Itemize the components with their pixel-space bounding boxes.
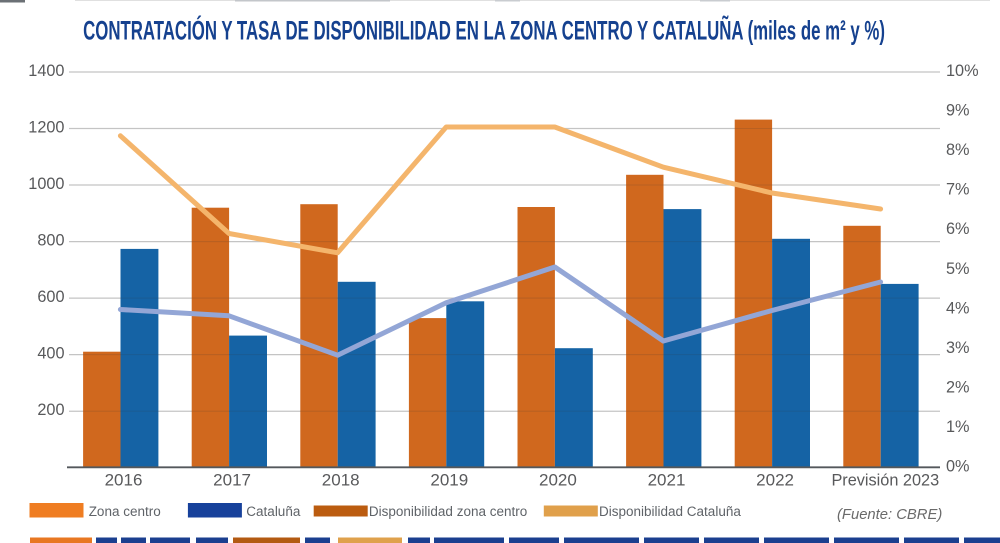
svg-text:Zona centro: Zona centro xyxy=(89,504,161,519)
svg-text:2017: 2017 xyxy=(213,471,251,490)
svg-text:1%: 1% xyxy=(946,418,970,436)
svg-text:7%: 7% xyxy=(946,181,970,199)
svg-text:200: 200 xyxy=(37,401,64,419)
svg-text:1400: 1400 xyxy=(28,62,64,80)
svg-text:2%: 2% xyxy=(946,378,970,396)
svg-text:(Fuente: CBRE): (Fuente: CBRE) xyxy=(837,507,942,523)
svg-text:1000: 1000 xyxy=(28,175,64,193)
svg-text:2018: 2018 xyxy=(322,471,360,490)
svg-text:6%: 6% xyxy=(946,220,970,238)
svg-text:3%: 3% xyxy=(946,339,970,357)
svg-text:400: 400 xyxy=(37,345,64,363)
svg-text:2020: 2020 xyxy=(539,471,577,490)
svg-text:2022: 2022 xyxy=(756,471,794,490)
svg-text:4%: 4% xyxy=(946,299,970,317)
svg-text:Disponibilidad zona centro: Disponibilidad zona centro xyxy=(369,504,527,519)
svg-text:2021: 2021 xyxy=(648,471,686,490)
svg-text:Cataluña: Cataluña xyxy=(246,504,301,519)
svg-text:5%: 5% xyxy=(946,260,970,278)
svg-text:CONTRATACIÓN Y TASA DE DISPONI: CONTRATACIÓN Y TASA DE DISPONIBILIDAD EN… xyxy=(83,15,885,45)
svg-text:10%: 10% xyxy=(946,62,979,80)
svg-text:0%: 0% xyxy=(946,458,970,476)
svg-text:1200: 1200 xyxy=(28,119,64,137)
svg-text:Previsión 2023: Previsión 2023 xyxy=(831,472,939,490)
svg-text:2019: 2019 xyxy=(430,471,468,490)
svg-text:8%: 8% xyxy=(946,141,970,159)
svg-text:9%: 9% xyxy=(946,102,970,120)
svg-text:800: 800 xyxy=(37,232,64,250)
svg-text:Disponibilidad Cataluña: Disponibilidad Cataluña xyxy=(599,504,741,519)
svg-text:600: 600 xyxy=(37,288,64,306)
svg-text:2016: 2016 xyxy=(105,471,143,490)
